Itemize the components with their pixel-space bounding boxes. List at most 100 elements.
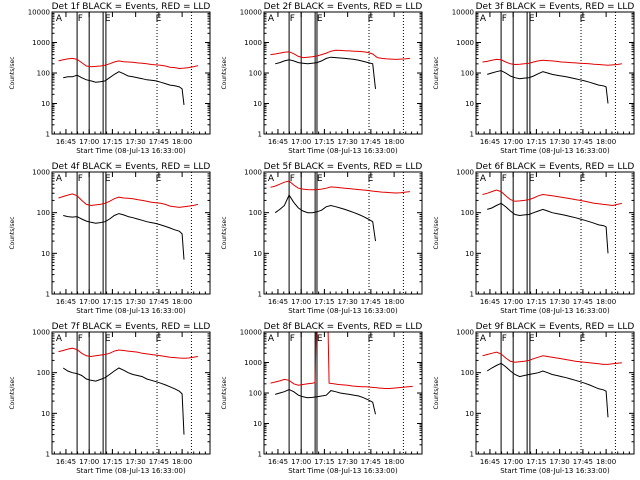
series-line-events bbox=[63, 213, 185, 260]
x-tick-label: 17:45 bbox=[573, 298, 593, 306]
y-tick-label: 100 bbox=[249, 390, 262, 398]
plot-frame bbox=[263, 11, 423, 135]
x-tick-label: 18:00 bbox=[596, 458, 616, 466]
x-tick-label: 17:15 bbox=[526, 458, 546, 466]
marker-label-end: E bbox=[156, 174, 162, 184]
marker-label-end: E bbox=[529, 334, 535, 344]
x-tick-label: 17:00 bbox=[79, 138, 99, 146]
marker-label-end: E bbox=[529, 14, 535, 24]
x-axis-label: Start Time (08-Jul-13 16:33:00) bbox=[288, 467, 398, 475]
marker-label-attenuator: A bbox=[268, 14, 275, 24]
marker-label-end: E bbox=[317, 14, 323, 24]
x-tick-label: 18:00 bbox=[596, 138, 616, 146]
y-axis-label: Counts/sec bbox=[433, 56, 440, 89]
x-tick-label: 18:00 bbox=[172, 138, 192, 146]
y-tick-label: 1 bbox=[258, 291, 262, 299]
x-tick-label: 17:00 bbox=[503, 138, 523, 146]
series-line-events bbox=[62, 367, 185, 435]
y-axis-label: Counts/sec bbox=[433, 216, 440, 249]
x-tick-label: 17:45 bbox=[573, 458, 593, 466]
panel-det-4: Det 4f BLACK = Events, RED = LLD A F E E 1 10 1… bbox=[9, 162, 211, 315]
x-tick-label: 16:45 bbox=[268, 458, 288, 466]
x-tick-label: 18:00 bbox=[172, 458, 192, 466]
marker-label-attenuator: A bbox=[56, 174, 63, 184]
y-tick-label: 100 bbox=[249, 70, 262, 78]
y-tick-label: 1000 bbox=[244, 169, 262, 177]
x-tick-label: 16:45 bbox=[56, 138, 76, 146]
panel-title: Det 8f BLACK = Events, RED = LLD bbox=[264, 322, 423, 332]
x-tick-label: 17:00 bbox=[291, 138, 311, 146]
marker-label-front: F bbox=[78, 334, 83, 344]
y-tick-label: 1000 bbox=[456, 39, 474, 47]
plot-area bbox=[58, 172, 199, 294]
y-tick-label: 10000 bbox=[240, 329, 262, 337]
x-tick-label: 17:00 bbox=[291, 458, 311, 466]
panel-det-5: Det 5f BLACK = Events, RED = LLD A F E E 1 10 1… bbox=[221, 162, 423, 315]
panel-det-7: Det 7f BLACK = Events, RED = LLD A F E E 1 10 1… bbox=[9, 322, 211, 475]
series-line-lld bbox=[270, 332, 413, 389]
x-axis-label: Start Time (08-Jul-13 16:33:00) bbox=[76, 147, 186, 155]
y-tick-label: 10 bbox=[465, 100, 474, 108]
marker-label-front: F bbox=[502, 334, 507, 344]
panel-title: Det 7f BLACK = Events, RED = LLD bbox=[52, 322, 211, 332]
y-tick-label: 1 bbox=[470, 131, 474, 139]
y-axis-label: Counts/sec bbox=[221, 216, 228, 249]
x-tick-label: 16:45 bbox=[268, 298, 288, 306]
marker-label-end: E bbox=[580, 334, 586, 344]
panel-det-9: Det 9f BLACK = Events, RED = LLD A F E E 1 10 1… bbox=[433, 322, 635, 475]
x-tick-label: 16:45 bbox=[56, 458, 76, 466]
y-tick-label: 1 bbox=[470, 451, 474, 459]
panel-det-3: Det 3f BLACK = Events, RED = LLD A F E E 1 10 1… bbox=[433, 2, 635, 155]
x-tick-label: 17:30 bbox=[550, 458, 570, 466]
y-tick-label: 1000 bbox=[32, 39, 50, 47]
series-line-events bbox=[275, 388, 376, 415]
series-line-lld bbox=[482, 189, 623, 207]
plot-frame bbox=[475, 171, 635, 295]
x-tick-label: 17:00 bbox=[79, 298, 99, 306]
y-axis-label: Counts/sec bbox=[433, 376, 440, 409]
marker-label-end: E bbox=[105, 174, 111, 184]
x-tick-label: 17:15 bbox=[102, 138, 122, 146]
panel-title: Det 5f BLACK = Events, RED = LLD bbox=[264, 162, 423, 172]
plot-area bbox=[58, 12, 199, 134]
y-tick-label: 100 bbox=[249, 209, 262, 217]
marker-label-front: F bbox=[78, 174, 83, 184]
marker-label-attenuator: A bbox=[56, 334, 63, 344]
x-tick-label: 17:30 bbox=[338, 458, 358, 466]
marker-label-front: F bbox=[290, 14, 295, 24]
marker-label-front: F bbox=[502, 174, 507, 184]
plot-area bbox=[482, 332, 622, 454]
panel-det-8: Det 8f BLACK = Events, RED = LLD A F E E 1 10 1… bbox=[221, 322, 423, 475]
plot-frame bbox=[475, 11, 635, 135]
marker-label-end: E bbox=[105, 334, 111, 344]
x-tick-label: 17:45 bbox=[573, 138, 593, 146]
x-tick-label: 17:15 bbox=[314, 298, 334, 306]
y-tick-label: 10 bbox=[253, 420, 262, 428]
x-tick-label: 18:00 bbox=[384, 138, 404, 146]
y-tick-label: 10 bbox=[253, 250, 262, 258]
x-axis-label: Start Time (08-Jul-13 16:33:00) bbox=[288, 147, 398, 155]
marker-label-end: E bbox=[156, 334, 162, 344]
plot-frame bbox=[475, 331, 635, 455]
marker-label-end: E bbox=[580, 174, 586, 184]
y-tick-label: 10 bbox=[41, 410, 50, 418]
x-tick-label: 17:00 bbox=[79, 458, 99, 466]
y-tick-label: 10 bbox=[465, 410, 474, 418]
y-tick-label: 100 bbox=[461, 369, 474, 377]
x-axis-label: Start Time (08-Jul-13 16:33:00) bbox=[500, 467, 610, 475]
series-line-events bbox=[486, 362, 609, 418]
y-axis-label: Counts/sec bbox=[9, 376, 16, 409]
x-tick-label: 16:45 bbox=[480, 298, 500, 306]
series-line-lld bbox=[58, 347, 198, 359]
y-tick-label: 100 bbox=[37, 70, 50, 78]
x-tick-label: 17:45 bbox=[361, 298, 381, 306]
x-axis-label: Start Time (08-Jul-13 16:33:00) bbox=[500, 307, 610, 315]
panel-title: Det 9f BLACK = Events, RED = LLD bbox=[476, 322, 635, 332]
x-tick-label: 17:45 bbox=[361, 138, 381, 146]
panel-det-6: Det 6f BLACK = Events, RED = LLD A F E E 1 10 1… bbox=[433, 162, 635, 315]
marker-label-end: E bbox=[529, 174, 535, 184]
y-tick-label: 1 bbox=[258, 451, 262, 459]
y-tick-label: 10 bbox=[253, 100, 262, 108]
panel-title: Det 2f BLACK = Events, RED = LLD bbox=[264, 2, 423, 12]
x-tick-label: 18:00 bbox=[172, 298, 192, 306]
